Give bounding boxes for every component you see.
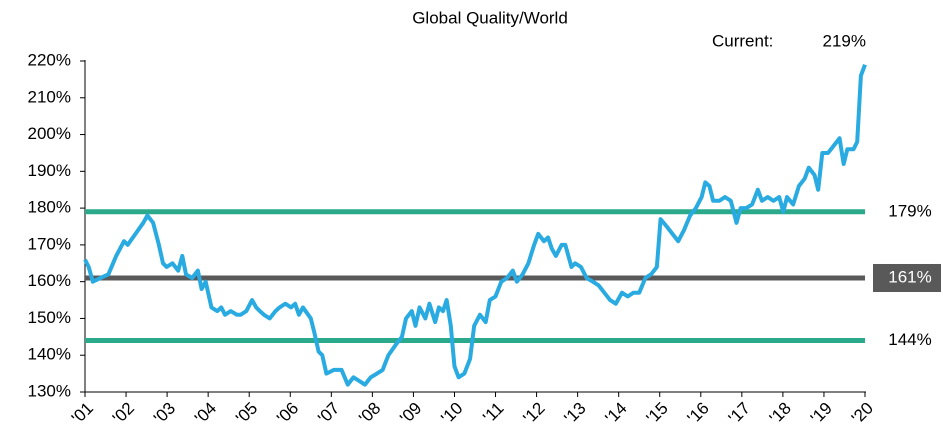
x-tick-label: '07 [314, 399, 343, 428]
x-tick-label: '01 [68, 399, 97, 428]
x-tick-label: '17 [725, 399, 754, 428]
series-line [83, 63, 867, 387]
x-tick-label: '19 [807, 399, 836, 428]
y-tick-label: 180% [28, 198, 71, 217]
x-tick-label: '05 [232, 399, 261, 428]
chart-title: Global Quality/World [412, 8, 568, 27]
y-tick-label: 170% [28, 234, 71, 253]
current-value: 219% [823, 31, 866, 50]
y-tick-label: 200% [28, 124, 71, 143]
x-tick-label: '14 [602, 399, 631, 428]
reference-label: 144% [888, 330, 931, 349]
y-tick-label: 140% [28, 345, 71, 364]
x-tick-label: '18 [766, 399, 795, 428]
x-tick-label: '15 [643, 399, 672, 428]
y-tick-label: 160% [28, 271, 71, 290]
x-tick-label: '08 [355, 399, 384, 428]
y-tick-label: 190% [28, 161, 71, 180]
x-tick-label: '10 [437, 399, 466, 428]
x-tick-label: '12 [519, 399, 548, 428]
reference-label: 161% [888, 267, 931, 286]
x-tick-label: '02 [109, 399, 138, 428]
reference-label-box [873, 263, 941, 292]
y-tick-label: 210% [28, 87, 71, 106]
reference-label: 179% [888, 201, 931, 220]
x-tick-label: '20 [848, 399, 877, 428]
x-tick-label: '13 [561, 399, 590, 428]
x-tick-label: '04 [191, 399, 220, 428]
x-tick-label: '06 [273, 399, 302, 428]
x-tick-label: '16 [684, 399, 713, 428]
y-tick-label: 150% [28, 308, 71, 327]
y-tick-label: 220% [28, 50, 71, 69]
x-tick-label: '03 [150, 399, 179, 428]
y-tick-label: 130% [28, 381, 71, 400]
x-tick-label: '09 [396, 399, 425, 428]
current-text: Current: [712, 31, 773, 50]
x-tick-label: '11 [479, 399, 507, 427]
